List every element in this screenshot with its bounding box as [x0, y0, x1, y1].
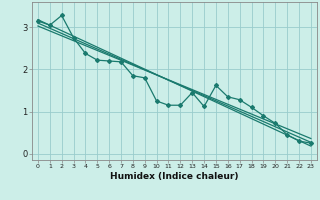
X-axis label: Humidex (Indice chaleur): Humidex (Indice chaleur) [110, 172, 239, 181]
